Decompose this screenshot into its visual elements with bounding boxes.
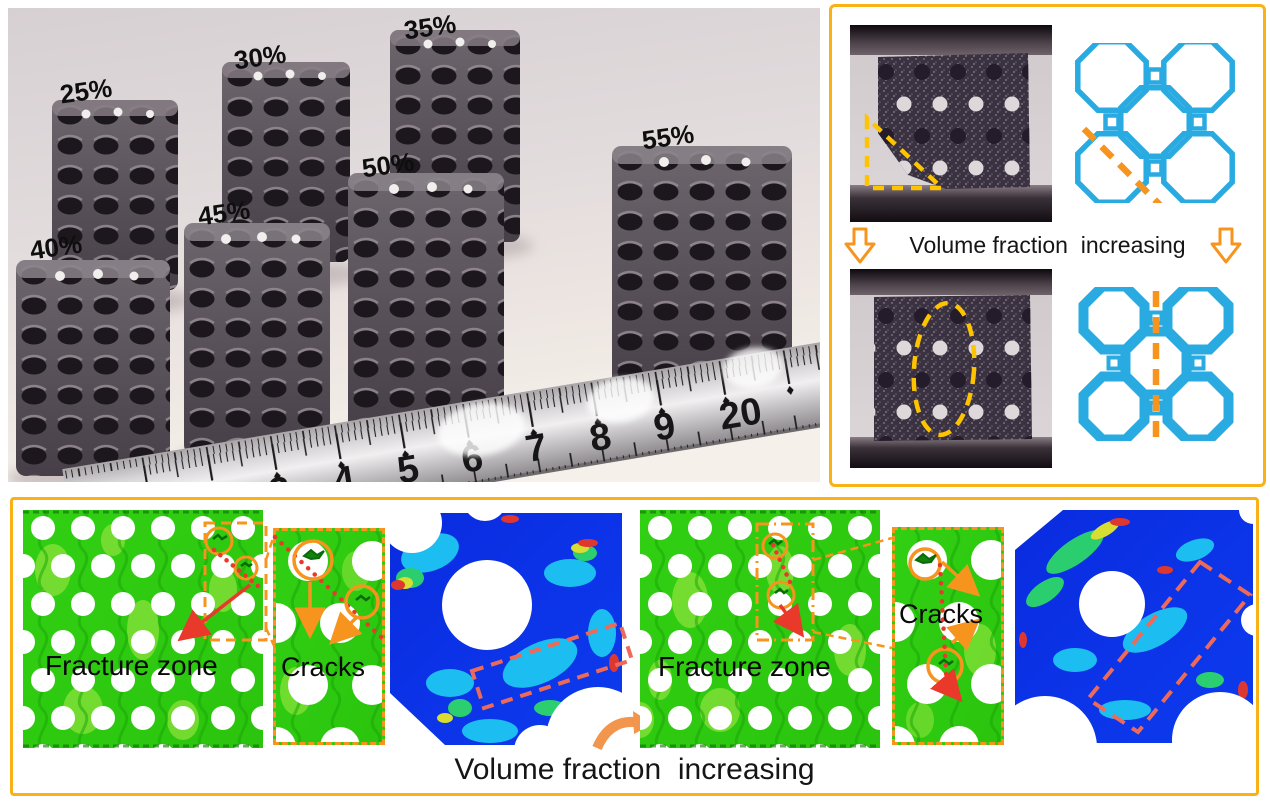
ruler: 3 4 5 6 7 8 9 20 bbox=[62, 339, 820, 482]
down-arrow-icon bbox=[844, 227, 876, 264]
fea-stress-map-high-vf bbox=[1015, 510, 1253, 743]
sample-cube-40 bbox=[16, 260, 170, 476]
band-ellipse-annotation bbox=[911, 300, 977, 438]
sample-cube-55 bbox=[612, 146, 792, 402]
compression-photo-low-vf bbox=[850, 25, 1052, 222]
fea-panel: Fracture zone Cracks Fracture zone Crack… bbox=[10, 497, 1259, 796]
fea-caption: Volume fraction increasing bbox=[454, 753, 815, 786]
sample-cube-45 bbox=[184, 223, 330, 455]
ruler-number: 4 bbox=[330, 458, 358, 482]
cracks-label-1: Cracks bbox=[281, 652, 366, 682]
ruler-number: 3 bbox=[266, 469, 294, 482]
unit-cell-schematic-low-vf bbox=[1075, 43, 1235, 203]
ruler-number: 20 bbox=[716, 390, 765, 438]
fracture-zone-label-2: Fracture zone bbox=[658, 651, 831, 682]
mechanism-caption: Volume fraction increasing bbox=[909, 232, 1186, 258]
down-arrow-icon bbox=[1210, 227, 1242, 264]
shear-triangle-annotation bbox=[864, 112, 948, 191]
cracks-label-2: Cracks bbox=[899, 599, 984, 629]
sample-cube-30 bbox=[222, 62, 350, 262]
sample-cube-25 bbox=[52, 100, 178, 290]
compression-photo-high-vf bbox=[850, 269, 1052, 468]
diagonal-dashed-line bbox=[1081, 126, 1163, 203]
mechanism-panel: Volume fraction increasing bbox=[829, 4, 1266, 487]
fea-strain-map-high-vf bbox=[640, 510, 880, 748]
samples-photo: 3 4 5 6 7 8 9 20 bbox=[8, 8, 820, 482]
annotation-overlay bbox=[177, 521, 1253, 735]
fracture-zone-label-1: Fracture zone bbox=[45, 650, 218, 681]
fea-strain-map-low-vf bbox=[23, 510, 263, 748]
unit-cell-schematic-high-vf bbox=[1078, 287, 1234, 441]
sample-cube-50 bbox=[348, 173, 504, 431]
samples-photo-panel: 3 4 5 6 7 8 9 20 25% 30% 35% 40% 45% 50%… bbox=[8, 8, 820, 482]
